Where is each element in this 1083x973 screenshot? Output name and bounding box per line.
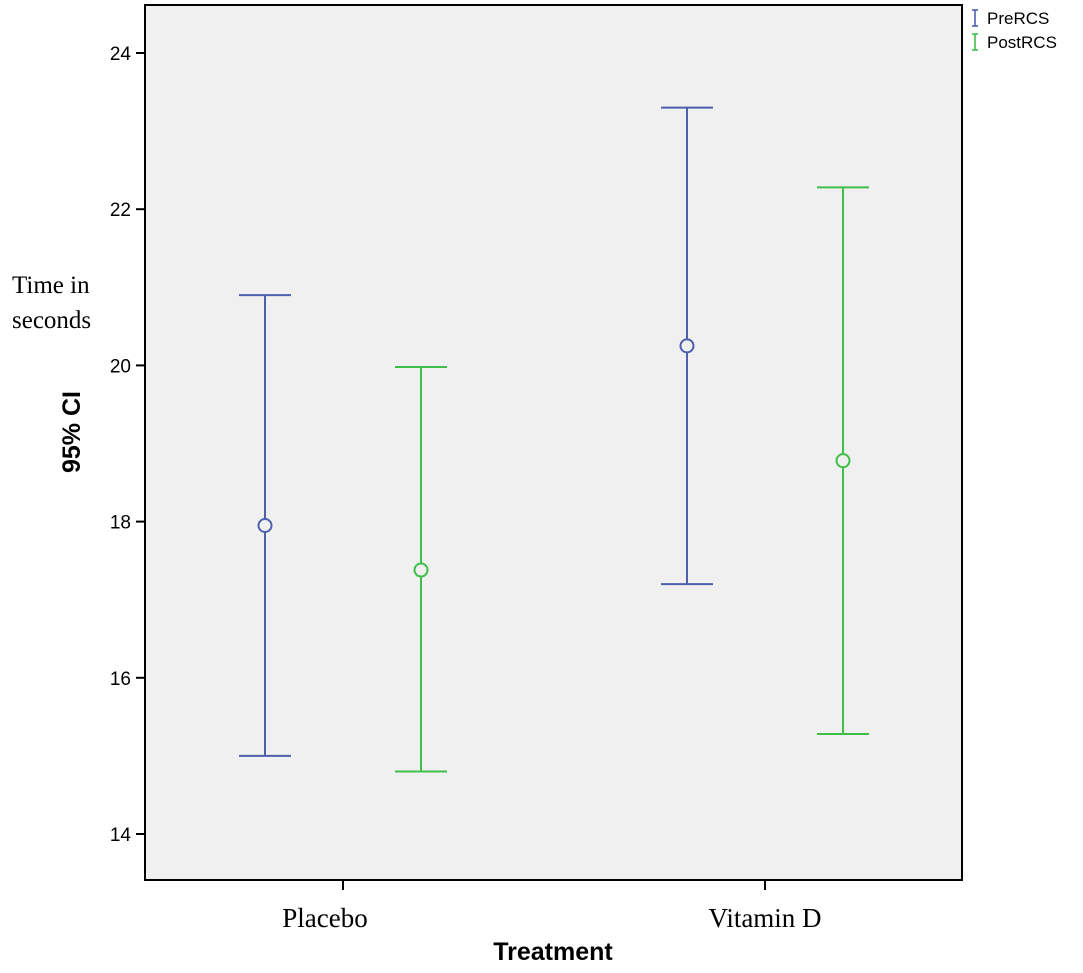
x-axis-ticks: Placebo Vitamin D: [282, 880, 822, 933]
error-bar-PreRCS-Placebo: [239, 294, 291, 757]
mean-marker: [679, 338, 695, 354]
y-tick-label: 14: [110, 825, 132, 846]
legend-item-PostRCS: PostRCS: [972, 33, 1057, 52]
y-axis-label: 95% CI: [58, 391, 86, 473]
error-bar-PostRCS-Vitamin-D: [817, 186, 869, 736]
legend-label: PostRCS: [987, 33, 1057, 52]
error-bar-PostRCS-Placebo: [395, 365, 447, 773]
mean-marker: [835, 453, 851, 469]
plot-area: [144, 4, 963, 881]
y-axis-annotation-line-1: Time in: [12, 272, 90, 299]
error-bar-PreRCS-Vitamin-D: [661, 106, 713, 586]
legend-item-PreRCS: PreRCS: [972, 9, 1049, 28]
legend-label: PreRCS: [987, 9, 1049, 28]
legend: PreRCS PostRCS: [972, 9, 1057, 52]
x-tick-label: Placebo: [282, 903, 367, 933]
y-tick-label: 20: [110, 356, 131, 377]
y-axis-annotation-line-2: seconds: [12, 307, 91, 334]
y-axis-annotation: Time in seconds: [12, 272, 96, 334]
y-tick-label: 22: [110, 200, 131, 221]
mean-marker: [257, 518, 273, 534]
y-axis-ticks: 14 16 18 20 22 24: [110, 44, 145, 846]
x-tick-label: Vitamin D: [708, 903, 821, 933]
y-tick-label: 16: [110, 669, 131, 690]
mean-marker: [413, 562, 429, 578]
y-tick-label: 18: [110, 513, 131, 534]
x-axis-label: Treatment: [493, 938, 613, 966]
error-bars: [239, 106, 869, 773]
y-tick-label: 24: [110, 44, 132, 65]
